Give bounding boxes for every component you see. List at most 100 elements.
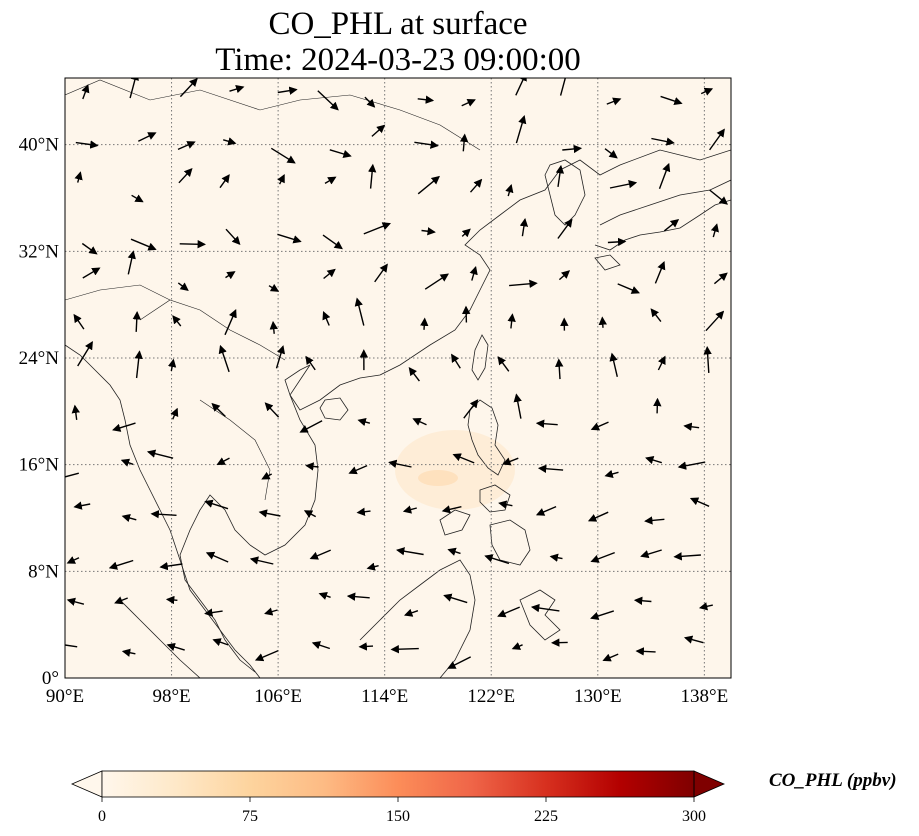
wind-vector (322, 234, 343, 250)
wind-vector (408, 366, 420, 382)
wind-vector (403, 608, 419, 617)
wind-vector (451, 353, 461, 369)
wind-vector (469, 265, 478, 281)
wind-vector (264, 402, 280, 418)
wind-vectors (65, 78, 728, 669)
wind-vector (366, 562, 379, 571)
wind-vector (71, 404, 80, 420)
wind-vector (390, 644, 419, 654)
wind-vector (75, 140, 99, 149)
wind-vector (709, 128, 725, 151)
wind-vector (172, 315, 182, 327)
wind-vector (590, 421, 609, 431)
wind-vector (66, 556, 80, 564)
wind-vector (74, 171, 83, 183)
wind-vector (640, 549, 662, 559)
colorbar: 0 75 150 225 300 (70, 770, 726, 825)
wind-vector (358, 642, 374, 651)
wind-vector (374, 263, 388, 283)
wind-vector (258, 509, 281, 518)
wind-vector (559, 78, 567, 96)
wind-vector (535, 505, 557, 516)
wind-vector (204, 499, 229, 510)
wind-vector (537, 464, 564, 473)
wind-vector (660, 95, 683, 106)
wind-vector (604, 148, 618, 159)
wind-vector (277, 233, 302, 244)
wind-vector (513, 393, 522, 419)
colorbar-bar (102, 771, 694, 797)
wind-vector (178, 167, 193, 184)
wind-vector (371, 124, 386, 137)
wind-vector (677, 461, 706, 470)
wind-vector (683, 422, 700, 431)
wind-vector (590, 610, 615, 621)
wind-vector (137, 132, 157, 142)
wind-vector (461, 98, 476, 107)
colorbar-ticks: 0 75 150 225 300 (98, 797, 706, 825)
title-line-1: CO_PHL at surface (268, 6, 528, 42)
colorbar-label: CO_PHL (ppbv) (769, 770, 897, 791)
wind-vector (364, 96, 376, 108)
y-tick-label: 16°N (19, 455, 60, 476)
chart-title: CO_PHL at surface Time: 2024-03-23 09:00… (0, 6, 796, 78)
wind-vector (223, 137, 237, 146)
wind-vector (590, 551, 615, 563)
wind-vector (709, 189, 728, 205)
x-axis-ticks: 90°E 98°E 106°E 114°E 122°E 130°E 138°E (46, 686, 728, 707)
wind-vector (179, 240, 206, 249)
wind-vector (484, 554, 510, 565)
colorbar-tick-label: 75 (242, 808, 258, 825)
wind-vector (261, 471, 273, 480)
wind-vector (211, 402, 226, 418)
wind-vector (417, 175, 440, 195)
wind-vector (515, 78, 527, 96)
wind-vector (249, 556, 274, 565)
wind-vector (650, 308, 662, 323)
wind-vector (469, 178, 483, 193)
colorbar-tick-label: 300 (682, 808, 706, 825)
wind-vector (121, 648, 136, 657)
wind-vector (275, 345, 286, 369)
wind-vector (254, 649, 279, 662)
wind-vector (303, 510, 317, 518)
colorbar-tick-label: 0 (98, 808, 106, 825)
wind-vector (114, 596, 128, 605)
wind-vector (459, 133, 469, 152)
x-tick-label: 90°E (46, 686, 84, 707)
colorbar-extend-left (70, 770, 103, 798)
wind-vector (609, 352, 618, 377)
wind-vector (82, 267, 101, 279)
wind-vector (412, 417, 427, 426)
wind-vector (356, 507, 371, 516)
wind-vector (311, 641, 331, 650)
wind-vector (657, 355, 666, 371)
wind-vector (127, 250, 136, 275)
wind-vector (651, 137, 675, 146)
colorbar-tick-label: 150 (386, 808, 410, 825)
wind-vector (507, 313, 516, 329)
co-plume-core (418, 470, 458, 486)
wind-vector (132, 311, 141, 332)
wind-vector (447, 656, 472, 669)
wind-vector (689, 497, 710, 507)
wind-vector (602, 653, 619, 662)
wind-vector (502, 457, 519, 466)
wind-vector (305, 355, 316, 371)
wind-vector (269, 320, 278, 334)
wind-vector (179, 78, 198, 98)
wind-vector (73, 313, 85, 330)
y-tick-label: 32°N (19, 241, 60, 262)
x-tick-label: 138°E (681, 686, 729, 707)
wind-vector (511, 642, 523, 650)
wind-vector (323, 268, 336, 280)
wind-vector (609, 179, 638, 189)
wind-vector (81, 242, 98, 255)
wind-vector (65, 472, 79, 478)
wind-vector (66, 597, 85, 606)
wind-vector (402, 505, 417, 514)
map-background (65, 78, 731, 678)
wind-vector (388, 459, 412, 468)
wind-vector (519, 218, 529, 237)
wind-vector (225, 228, 241, 246)
